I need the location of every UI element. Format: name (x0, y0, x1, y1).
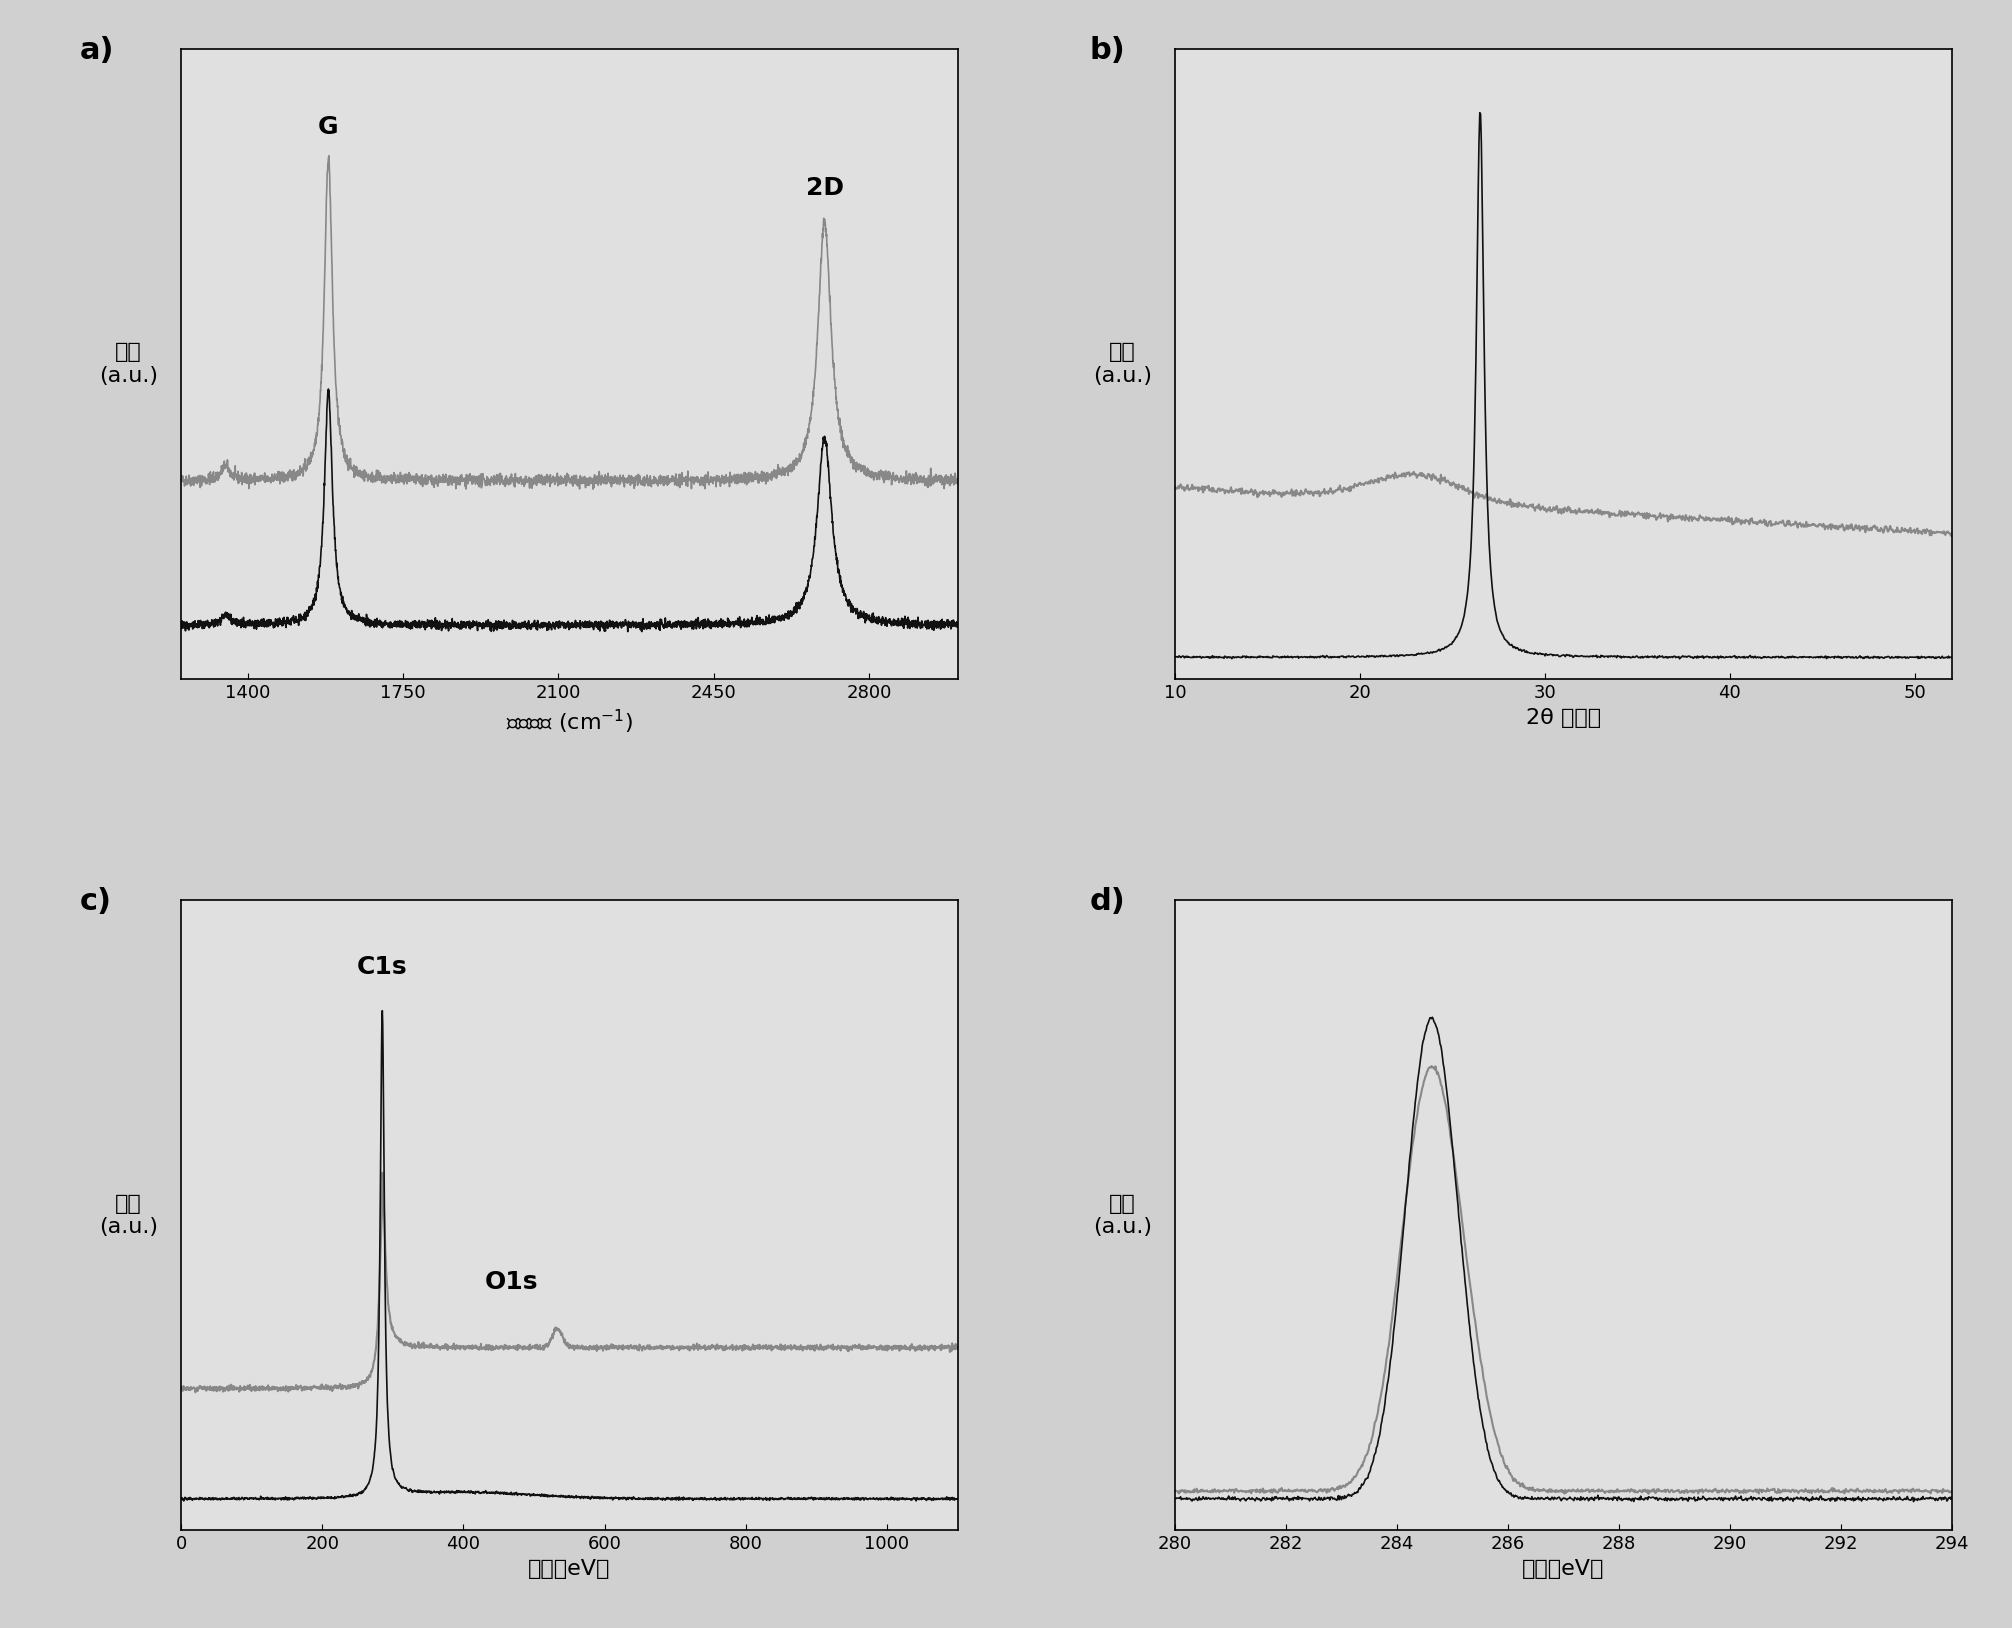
Text: C1s: C1s (356, 954, 408, 978)
Text: G: G (318, 116, 338, 138)
Text: a): a) (80, 36, 115, 65)
X-axis label: 2θ （度）: 2θ （度） (1525, 708, 1602, 728)
Y-axis label: 强度
(a.u.): 强度 (a.u.) (1093, 1193, 1151, 1237)
X-axis label: 键能（eV）: 键能（eV） (529, 1558, 610, 1579)
Y-axis label: 强度
(a.u.): 强度 (a.u.) (99, 342, 157, 386)
Y-axis label: 强度
(a.u.): 强度 (a.u.) (1093, 342, 1151, 386)
X-axis label: 键能（eV）: 键能（eV） (1523, 1558, 1604, 1579)
Text: b): b) (1091, 36, 1125, 65)
Text: c): c) (80, 887, 113, 917)
X-axis label: 拉曼位移 (cm$^{-1}$): 拉曼位移 (cm$^{-1}$) (505, 708, 634, 736)
Text: 2D: 2D (805, 176, 843, 200)
Text: O1s: O1s (485, 1270, 537, 1294)
Text: d): d) (1091, 887, 1125, 917)
Y-axis label: 强度
(a.u.): 强度 (a.u.) (99, 1193, 157, 1237)
